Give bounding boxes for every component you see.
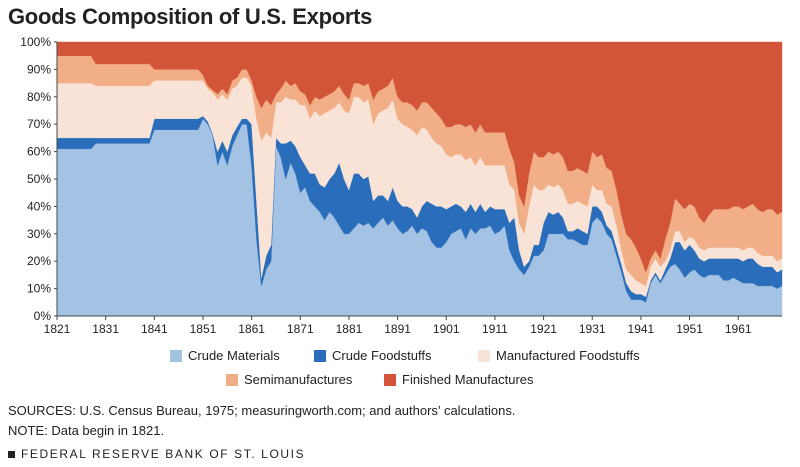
data-note: NOTE: Data begin in 1821. xyxy=(8,423,165,438)
y-tick-label: 30% xyxy=(27,227,51,241)
chart-notes: SOURCES: U.S. Census Bureau, 1975; measu… xyxy=(8,401,515,441)
y-tick-label: 20% xyxy=(27,254,51,268)
stacked-area-chart: 0% 10% 20% 30% 40% 50% 60% 70% 80% 90% 100% 1821 183… xyxy=(20,35,783,336)
chart-title: Goods Composition of U.S. Exports xyxy=(8,4,373,29)
y-tick-label: 40% xyxy=(27,199,51,213)
y-tick-label: 100% xyxy=(20,35,51,49)
axes-group: 0% 10% 20% 30% 40% 50% 60% 70% 80% 90% 100% 1821 183… xyxy=(20,35,782,336)
y-tick-label: 90% xyxy=(27,62,51,76)
x-tick-label: 1941 xyxy=(628,322,655,336)
y-tick-label: 60% xyxy=(27,145,51,159)
x-tick-label: 1901 xyxy=(433,322,460,336)
y-tick-label: 0% xyxy=(34,309,52,323)
x-tick-label: 1861 xyxy=(238,322,265,336)
y-tick-label: 10% xyxy=(27,282,51,296)
legend-label: Crude Foodstuffs xyxy=(332,348,432,363)
area-series-group xyxy=(56,41,783,317)
x-tick-label: 1931 xyxy=(579,322,606,336)
legend-item-crude-foodstuffs: Crude Foodstuffs xyxy=(314,348,431,363)
brand-footer: FEDERAL RESERVE BANK OF ST. LOUIS xyxy=(8,447,305,461)
legend-swatch-manufactured-foodstuffs xyxy=(478,349,490,362)
legend-swatch-semimanufactures xyxy=(226,373,238,386)
legend-item-finished-manufactures: Finished Manufactures xyxy=(384,372,534,387)
legend-swatch-crude-materials xyxy=(170,349,182,362)
sources-note: SOURCES: U.S. Census Bureau, 1975; measu… xyxy=(8,403,516,418)
x-tick-label: 1951 xyxy=(676,322,703,336)
brand-name: FEDERAL RESERVE BANK OF ST. LOUIS xyxy=(21,447,306,461)
legend-label: Manufactured Foodstuffs xyxy=(496,348,640,363)
y-tick-label: 80% xyxy=(27,90,51,104)
legend-item-crude-materials: Crude Materials xyxy=(170,348,280,363)
x-tick-label: 1871 xyxy=(287,322,314,336)
x-tick-label: 1891 xyxy=(384,322,411,336)
x-tick-label: 1881 xyxy=(336,322,363,336)
x-tick-label: 1841 xyxy=(141,322,168,336)
legend-label: Crude Materials xyxy=(188,348,280,363)
legend-label: Semimanufactures xyxy=(244,372,353,387)
x-tick-label: 1921 xyxy=(530,322,557,336)
legend-label: Finished Manufactures xyxy=(402,372,534,387)
x-tick-label: 1831 xyxy=(92,322,119,336)
x-tick-label: 1821 xyxy=(44,322,71,336)
legend-swatch-crude-foodstuffs xyxy=(314,349,326,362)
legend-item-semimanufactures: Semimanufactures xyxy=(226,372,352,387)
x-tick-label: 1961 xyxy=(725,322,752,336)
legend-swatch-finished-manufactures xyxy=(384,373,396,386)
y-tick-label: 70% xyxy=(27,117,51,131)
area-finished-manufactures xyxy=(56,41,783,273)
x-tick-label: 1911 xyxy=(482,322,508,336)
x-tick-label: 1851 xyxy=(190,322,217,336)
y-tick-label: 50% xyxy=(27,172,51,186)
square-bullet-icon xyxy=(8,450,15,458)
legend-item-manufactured-foodstuffs: Manufactured Foodstuffs xyxy=(478,348,640,363)
